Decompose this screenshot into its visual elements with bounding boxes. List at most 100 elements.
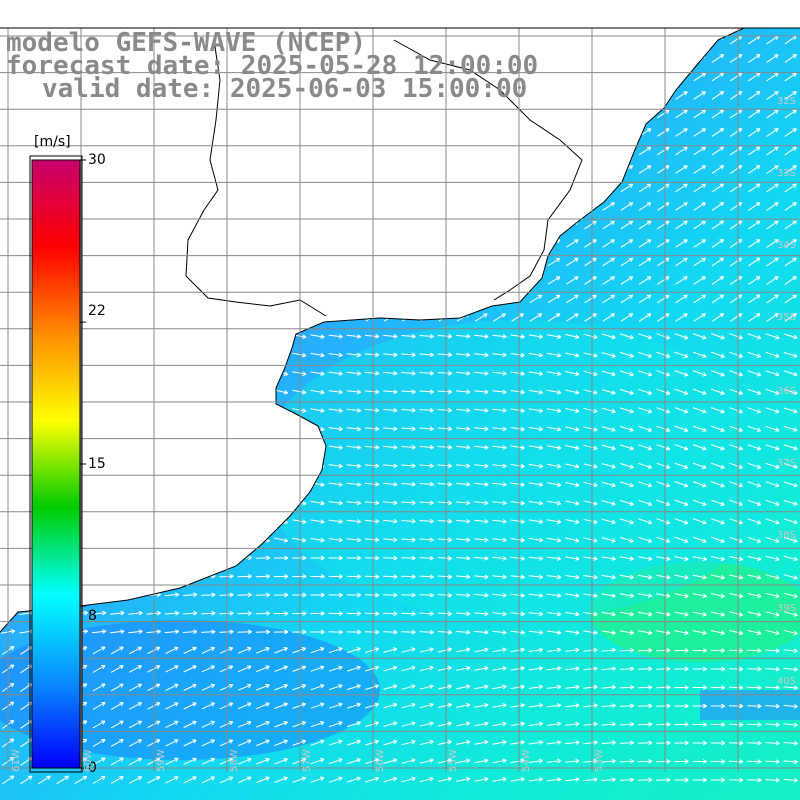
wind-arrow bbox=[601, 389, 616, 395]
lon-label: 53W bbox=[594, 749, 605, 772]
wind-arrow bbox=[710, 777, 726, 783]
wind-arrow bbox=[364, 611, 380, 616]
wind-arrow bbox=[510, 463, 525, 469]
wind-arrow bbox=[256, 665, 270, 673]
wind-arrow bbox=[401, 444, 416, 450]
wind-arrow bbox=[547, 313, 561, 322]
wind-arrow bbox=[638, 370, 653, 377]
wind-arrow bbox=[547, 703, 562, 708]
lon-label: 60W bbox=[83, 749, 94, 772]
wind-arrow bbox=[528, 500, 544, 506]
wind-arrow bbox=[766, 220, 779, 230]
wind-arrow bbox=[528, 389, 544, 395]
wind-arrow bbox=[419, 574, 434, 580]
wind-arrow bbox=[637, 703, 653, 709]
wind-arrow bbox=[492, 408, 507, 413]
wind-arrow bbox=[565, 630, 580, 635]
wind-arrow bbox=[729, 536, 743, 543]
wind-arrow bbox=[474, 537, 489, 543]
wind-arrow bbox=[401, 463, 416, 469]
wind-arrow bbox=[657, 146, 670, 156]
wind-arrow bbox=[784, 91, 797, 100]
wind-arrow bbox=[528, 647, 543, 653]
wind-arrow bbox=[566, 313, 579, 322]
wind-arrow bbox=[401, 629, 416, 635]
wind-arrow bbox=[128, 665, 143, 673]
wind-arrow bbox=[619, 611, 635, 617]
colorbar bbox=[31, 159, 81, 769]
wind-arrow bbox=[729, 462, 743, 469]
wind-arrow bbox=[784, 294, 797, 304]
wind-arrow bbox=[674, 425, 689, 432]
wind-arrow bbox=[619, 556, 635, 561]
wind-arrow bbox=[474, 352, 489, 358]
wind-arrow bbox=[237, 573, 252, 579]
land-area bbox=[0, 0, 800, 632]
wind-arrow bbox=[711, 72, 725, 82]
wind-arrow bbox=[584, 220, 597, 230]
wind-arrow bbox=[638, 536, 653, 543]
wind-arrow bbox=[692, 351, 707, 358]
wind-arrow bbox=[346, 721, 361, 728]
wind-arrow bbox=[747, 777, 762, 783]
wind-arrow bbox=[183, 702, 197, 710]
wind-arrow bbox=[492, 389, 507, 395]
wind-arrow bbox=[237, 610, 252, 616]
wind-arrow bbox=[310, 776, 325, 783]
wind-arrow bbox=[711, 276, 725, 285]
wind-arrow bbox=[784, 109, 797, 119]
wind-arrow bbox=[510, 721, 525, 727]
wind-arrow bbox=[328, 592, 343, 598]
wind-arrow bbox=[711, 499, 725, 506]
wind-arrow bbox=[474, 703, 489, 708]
wind-arrow bbox=[656, 593, 671, 598]
wind-arrow bbox=[455, 611, 471, 617]
wind-arrow bbox=[765, 685, 780, 691]
wind-arrow bbox=[693, 165, 706, 174]
wind-arrow bbox=[437, 647, 452, 653]
wind-arrow bbox=[692, 648, 707, 653]
wind-arrow bbox=[528, 758, 543, 764]
wind-arrow bbox=[601, 574, 616, 580]
wind-arrow bbox=[183, 720, 197, 728]
wind-arrow bbox=[528, 482, 544, 487]
wind-arrow bbox=[638, 407, 653, 414]
wind-arrow bbox=[364, 333, 380, 339]
wind-arrow bbox=[183, 665, 197, 673]
wind-arrow bbox=[656, 388, 671, 395]
wind-arrow bbox=[637, 722, 653, 727]
wind-arrow bbox=[692, 611, 707, 617]
wind-arrow bbox=[528, 408, 544, 413]
wind-arrow bbox=[710, 740, 726, 746]
wind-arrow bbox=[528, 666, 543, 671]
wind-arrow bbox=[328, 519, 343, 524]
wind-arrow bbox=[528, 593, 544, 598]
wind-arrow bbox=[675, 109, 688, 119]
wind-arrow bbox=[456, 758, 471, 764]
wind-arrow bbox=[638, 388, 653, 395]
wind-arrow bbox=[346, 463, 362, 469]
wind-arrow bbox=[474, 371, 489, 376]
wind-arrow bbox=[346, 592, 362, 598]
wind-arrow bbox=[783, 777, 798, 783]
wind-arrow bbox=[602, 220, 615, 230]
wind-arrow bbox=[620, 257, 634, 267]
wind-arrow bbox=[492, 555, 507, 561]
wind-arrow bbox=[766, 72, 779, 82]
wind-arrow bbox=[601, 444, 616, 451]
wind-arrow bbox=[401, 665, 416, 672]
wind-arrow bbox=[346, 555, 362, 561]
wind-arrow bbox=[201, 665, 215, 673]
wind-arrow bbox=[765, 499, 780, 506]
coastline bbox=[0, 27, 800, 633]
wind-arrow bbox=[547, 758, 562, 764]
wind-arrow bbox=[656, 536, 671, 543]
wind-arrow bbox=[419, 629, 434, 635]
wind-arrow bbox=[711, 128, 725, 137]
wind-arrow bbox=[710, 685, 726, 690]
wind-arrow bbox=[474, 555, 489, 561]
wind-arrow bbox=[783, 703, 798, 709]
wind-arrow bbox=[310, 574, 325, 579]
wind-arrow bbox=[310, 665, 325, 672]
wind-arrow bbox=[201, 646, 215, 654]
